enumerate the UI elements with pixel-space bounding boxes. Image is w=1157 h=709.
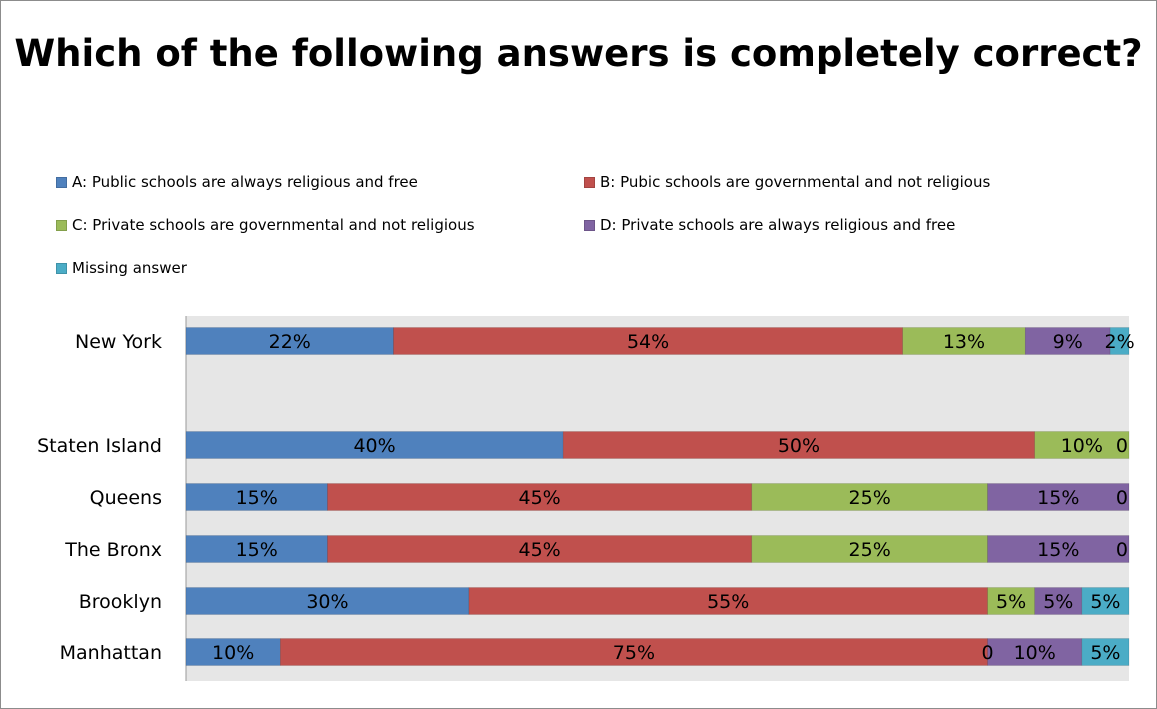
legend-item-a: A: Public schools are always religious a… xyxy=(56,172,418,192)
data-label-manhattan-series-a: 10% xyxy=(212,642,254,664)
data-label-brooklyn-series-d: 5% xyxy=(1043,591,1073,613)
category-label-the-bronx: The Bronx xyxy=(64,539,162,561)
legend-swatch-b xyxy=(584,177,595,188)
bar-queens-series-d xyxy=(987,483,1130,511)
data-label-brooklyn-series-a: 30% xyxy=(306,591,348,613)
data-label-queens-series-missing: 0 xyxy=(1116,487,1128,509)
data-label-manhattan-series-missing: 5% xyxy=(1090,642,1120,664)
legend-label-b: B: Pubic schools are governmental and no… xyxy=(600,173,991,191)
legend-label-a: A: Public schools are always religious a… xyxy=(72,173,418,191)
bar-queens-series-c xyxy=(751,483,988,511)
data-label-the-bronx-series-d: 15% xyxy=(1037,539,1079,561)
legend-item-b: B: Pubic schools are governmental and no… xyxy=(584,172,990,192)
legend-item-missing: Missing answer xyxy=(56,258,187,278)
bar-staten-island-series-c xyxy=(1034,431,1130,459)
data-label-new-york-series-d: 9% xyxy=(1053,331,1083,353)
bar-new-york-series-b xyxy=(393,327,903,355)
category-label-new-york: New York xyxy=(75,331,162,353)
bar-the-bronx-series-c xyxy=(751,535,988,563)
legend-label-c: C: Private schools are governmental and … xyxy=(72,216,475,234)
data-label-brooklyn-series-b: 55% xyxy=(707,591,749,613)
data-label-staten-island-series-a: 40% xyxy=(353,435,395,457)
data-label-new-york-series-a: 22% xyxy=(269,331,311,353)
bar-new-york-series-d xyxy=(1024,327,1111,355)
bar-brooklyn-series-c xyxy=(987,587,1035,615)
data-label-the-bronx-series-a: 15% xyxy=(236,539,278,561)
bar-brooklyn-series-d xyxy=(1034,587,1083,615)
data-label-queens-series-d: 15% xyxy=(1037,487,1079,509)
data-label-brooklyn-series-c: 5% xyxy=(996,591,1026,613)
bar-queens-series-b xyxy=(327,483,753,511)
bars-layer xyxy=(185,327,1130,666)
legend-swatch-c xyxy=(56,220,67,231)
data-label-new-york-series-b: 54% xyxy=(627,331,669,353)
legend-item-c: C: Private schools are governmental and … xyxy=(56,215,475,235)
legend-swatch-d xyxy=(584,220,595,231)
bar-manhattan-series-b xyxy=(279,638,988,666)
bar-new-york-series-a xyxy=(185,327,394,355)
data-label-the-bronx-series-b: 45% xyxy=(519,539,561,561)
bar-the-bronx-series-d xyxy=(987,535,1130,563)
data-label-queens-series-c: 25% xyxy=(849,487,891,509)
data-label-manhattan-series-d: 10% xyxy=(1014,642,1056,664)
data-label-the-bronx-series-c: 25% xyxy=(849,539,891,561)
data-label-staten-island-series-c: 10% xyxy=(1061,435,1103,457)
data-label-queens-series-b: 45% xyxy=(519,487,561,509)
category-label-queens: Queens xyxy=(90,487,162,509)
labels-layer: New York 22% 54% 13% 9% 2% Staten Island 40% 50%… xyxy=(37,331,1135,664)
data-label-brooklyn-series-missing: 5% xyxy=(1090,591,1120,613)
bar-the-bronx-series-a xyxy=(185,535,328,563)
legend-item-d: D: Private schools are always religious … xyxy=(584,215,955,235)
data-label-staten-island-series-d: 0 xyxy=(1116,435,1128,457)
bar-manhattan-series-a xyxy=(185,638,281,666)
data-label-new-york-series-missing: 2% xyxy=(1104,331,1134,353)
bar-brooklyn-series-a xyxy=(185,587,470,615)
data-label-new-york-series-c: 13% xyxy=(943,331,985,353)
data-label-manhattan-series-b: 75% xyxy=(613,642,655,664)
data-label-manhattan-series-c: 0 xyxy=(982,642,994,664)
bar-staten-island-series-a xyxy=(185,431,564,459)
bar-brooklyn-series-b xyxy=(468,587,988,615)
bar-new-york-series-missing xyxy=(1109,327,1130,355)
category-label-manhattan: Manhattan xyxy=(60,642,162,664)
category-label-staten-island: Staten Island xyxy=(37,435,162,457)
bar-manhattan-series-missing xyxy=(1081,638,1130,666)
data-label-queens-series-a: 15% xyxy=(236,487,278,509)
legend-label-missing: Missing answer xyxy=(72,259,187,277)
legend-swatch-missing xyxy=(56,263,67,274)
data-label-the-bronx-series-missing: 0 xyxy=(1116,539,1128,561)
chart-title: Which of the following answers is comple… xyxy=(14,32,1143,75)
legend-label-d: D: Private schools are always religious … xyxy=(600,216,956,234)
bar-manhattan-series-d xyxy=(987,638,1083,666)
legend-swatch-a xyxy=(56,177,67,188)
data-label-staten-island-series-b: 50% xyxy=(778,435,820,457)
bar-brooklyn-series-missing xyxy=(1081,587,1130,615)
bar-new-york-series-c xyxy=(902,327,1026,355)
category-label-brooklyn: Brooklyn xyxy=(79,591,162,613)
bar-the-bronx-series-b xyxy=(327,535,753,563)
